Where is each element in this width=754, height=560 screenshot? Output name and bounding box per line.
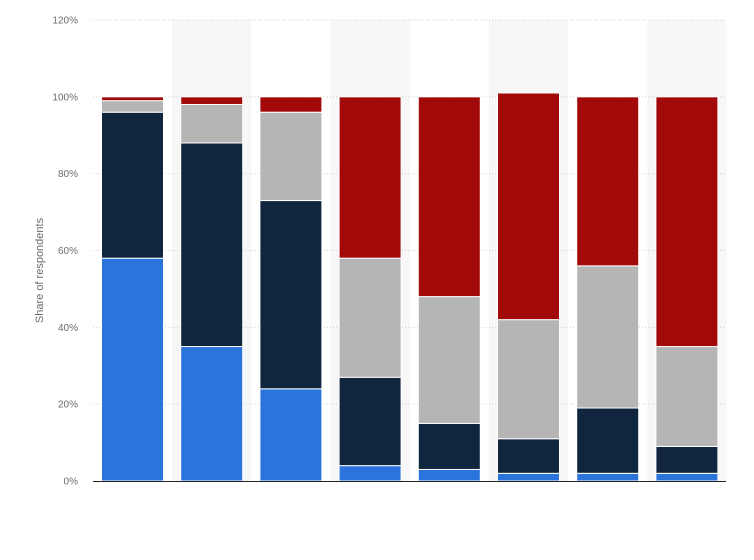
bar-segment <box>655 445 719 474</box>
bar-segment <box>576 96 640 267</box>
bar-segment <box>259 111 323 202</box>
bar-segment <box>101 111 164 259</box>
y-tick-label: 20% <box>58 400 78 411</box>
bar-segment <box>180 104 244 144</box>
y-tick-label: 40% <box>58 323 78 334</box>
bar-segment <box>338 465 402 482</box>
bars <box>101 92 719 482</box>
bar-segment <box>576 407 640 474</box>
bar-segment <box>259 96 323 113</box>
bar-segment <box>497 438 560 474</box>
bar-segment <box>338 376 402 467</box>
bar-segment <box>417 422 481 470</box>
y-tick-label: 0% <box>64 477 79 488</box>
bar-segment <box>655 472 719 482</box>
bar-segment <box>180 96 244 106</box>
bar-segment <box>259 200 323 390</box>
bar-segment <box>576 265 640 409</box>
y-axis-ticks: 0% 20% 40% 60% 80% 100% 120% <box>52 16 78 488</box>
bar-segment <box>576 472 640 482</box>
bar-segment <box>497 472 560 482</box>
bar-segment <box>655 346 719 447</box>
bar-segment <box>338 257 402 378</box>
y-tick-label: 120% <box>52 16 78 27</box>
y-tick-label: 60% <box>58 246 78 257</box>
y-tick-label: 80% <box>58 169 78 180</box>
bar-segment <box>417 296 481 424</box>
y-tick-label: 100% <box>52 92 78 103</box>
bar-segment <box>101 257 164 482</box>
bar-segment <box>180 142 244 348</box>
bar-segment <box>655 96 719 348</box>
bar-segment <box>259 388 323 482</box>
y-axis-title: Share of respondents <box>34 217 46 323</box>
bar-segment <box>101 100 164 113</box>
bar-segment <box>497 319 560 440</box>
bar-segment <box>417 468 481 482</box>
bar-segment <box>180 346 244 482</box>
bar-segment <box>101 96 164 102</box>
bar-segment <box>417 96 481 298</box>
bar-segment <box>338 96 402 259</box>
bar-segment <box>497 92 560 321</box>
